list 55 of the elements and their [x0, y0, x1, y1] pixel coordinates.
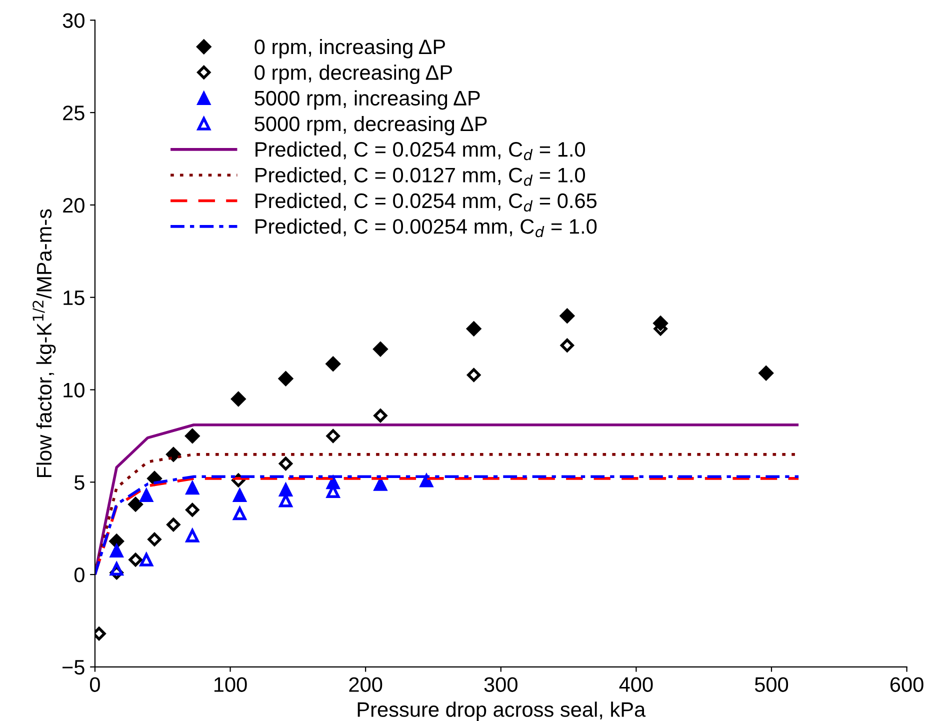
point [184, 428, 200, 444]
legend-label: 5000 rpm, decreasing ΔP [254, 116, 487, 136]
y-tick-label: 20 [63, 198, 84, 213]
point [758, 366, 774, 381]
point [374, 408, 388, 422]
legend-label: Predicted, C = 0.00254 mm, C$_{d}$ = 1.0 [256, 218, 597, 238]
x-tick-label: 200 [349, 677, 382, 692]
point [110, 562, 124, 576]
point [278, 456, 293, 470]
legend-label: 0 rpm, decreasing ΔP [254, 64, 452, 84]
legend-label: Predicted, C = 0.0127 mm, C$_{d}$ = 1.0 [256, 167, 586, 186]
point [233, 506, 246, 520]
point [374, 477, 388, 491]
point [128, 552, 142, 567]
point [232, 488, 247, 502]
legend-label: 5000 rpm, increasing ΔP [254, 90, 480, 110]
point [278, 482, 293, 496]
x-tick-label: 100 [214, 677, 247, 692]
point [467, 368, 481, 382]
point [560, 308, 575, 324]
legend-label: Predicted, C = 0.0254 mm, C$_{d}$ = 0.65 [256, 192, 597, 212]
y-tick-label: 5 [74, 475, 84, 490]
y-tick-label: −5 [62, 660, 84, 675]
point [326, 429, 340, 443]
x-tick-label: 0 [90, 677, 100, 692]
y-tick-label: 30 [62, 13, 84, 28]
y-tick-label: 10 [64, 382, 84, 398]
point [230, 391, 246, 407]
x-axis-title: Pressure drop across seal, kPa [358, 702, 646, 721]
point [372, 342, 388, 357]
x-tick-label: 400 [619, 677, 653, 692]
point [139, 488, 154, 502]
y-axis-title: Flow factor, kg-K$^{1/2}$/MPa-m-s [32, 209, 56, 478]
y-tick-label: 25 [63, 106, 84, 120]
point [148, 532, 162, 546]
point [466, 321, 482, 336]
point [166, 446, 182, 462]
point [326, 356, 341, 372]
point [278, 371, 294, 386]
point [166, 518, 180, 532]
y-tick-label: 0 [74, 568, 84, 582]
x-tick-label: 300 [484, 677, 518, 692]
legend-label: Predicted, C = 0.0254 mm, C$_{d}$ = 1.0 [256, 142, 586, 160]
point [186, 503, 200, 517]
x-tick-label: 600 [890, 677, 924, 692]
point [110, 544, 124, 558]
legend-label: 0 rpm, increasing ΔP [254, 38, 446, 58]
y-tick-label: 15 [64, 290, 84, 306]
point [185, 480, 200, 495]
point [109, 534, 124, 549]
x-tick-label: 500 [754, 677, 788, 692]
point [128, 496, 144, 512]
point [186, 529, 199, 542]
point [560, 338, 574, 352]
point [140, 553, 153, 566]
